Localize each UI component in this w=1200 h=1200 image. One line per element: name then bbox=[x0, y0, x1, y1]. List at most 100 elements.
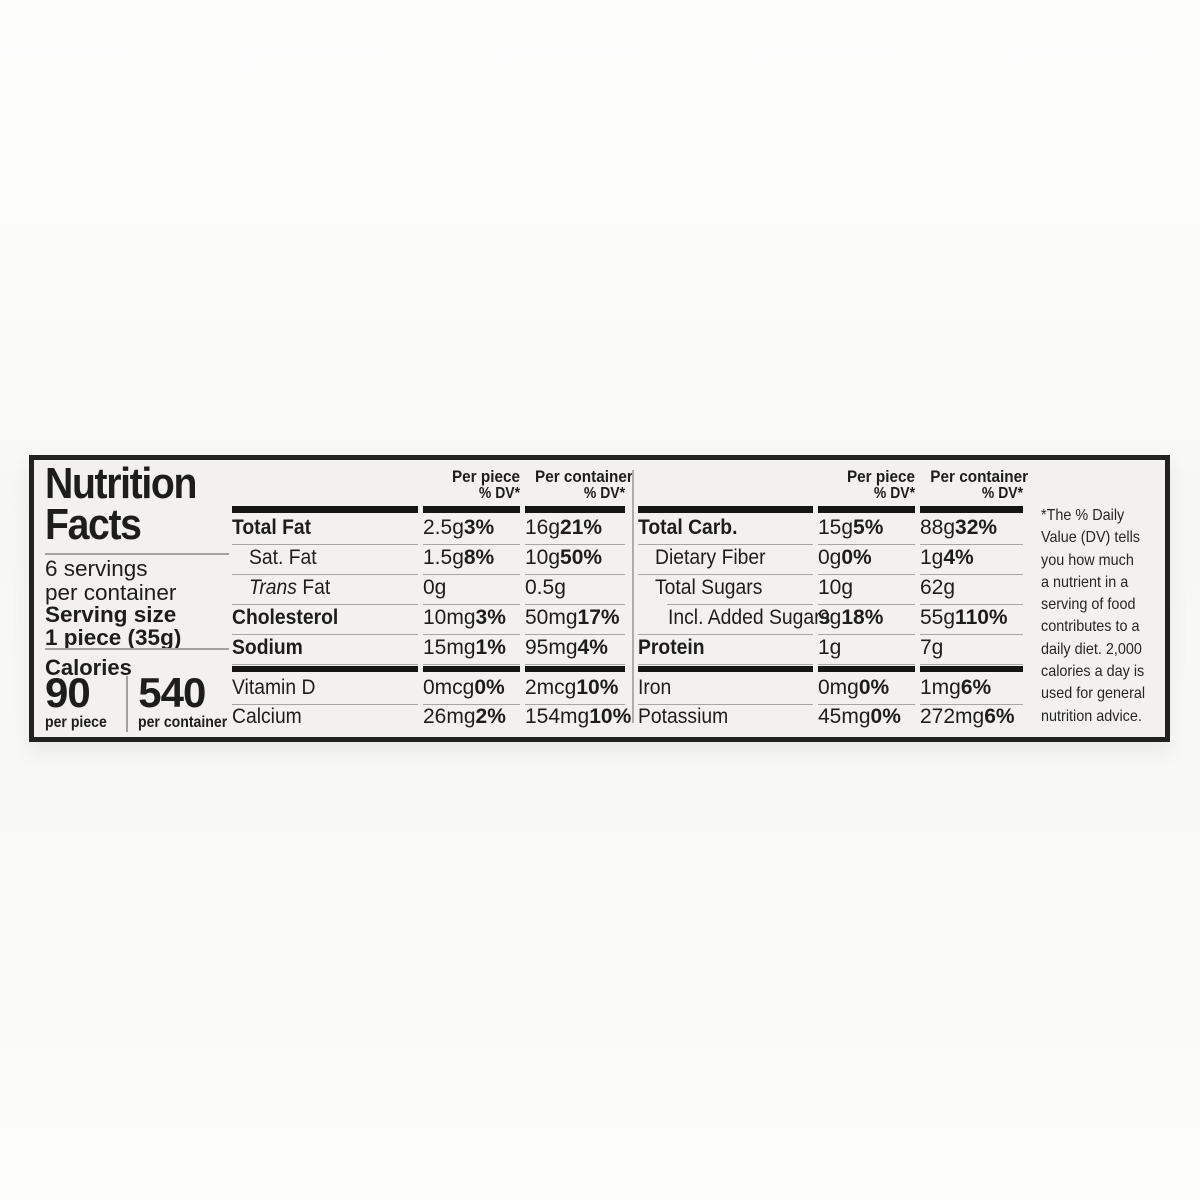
calories-per-container-value: 540 bbox=[138, 669, 206, 716]
table-divider-line bbox=[632, 470, 634, 723]
title-line-1: Nutrition bbox=[45, 459, 197, 508]
per-piece-cell: 1.5g8% bbox=[423, 543, 520, 575]
per-piece-cell: 15g5% bbox=[818, 513, 915, 545]
nutrient-row-cholesterol: Cholesterol 10mg3% 50mg17% bbox=[232, 603, 625, 635]
per-piece-cell: 2.5g3% bbox=[423, 513, 520, 545]
per-piece-cell: 15mg1% bbox=[423, 633, 520, 665]
serving-size: Serving size 1 piece (35g) bbox=[45, 603, 181, 649]
daily-value-footnote: *The % Daily Value (DV) tells you how mu… bbox=[1041, 505, 1157, 728]
nutrient-name: Potassium bbox=[638, 705, 729, 728]
footnote-line: contributes to a bbox=[1041, 618, 1140, 636]
servings-count: 6 servings bbox=[45, 556, 148, 581]
nutrition-facts-label: Nutrition Facts 6 servings per container… bbox=[29, 455, 1170, 742]
nutrient-row-potassium: Potassium 45mg0% 272mg6% bbox=[638, 703, 1023, 732]
per-piece-cell: 0g0% bbox=[818, 543, 915, 575]
footnote-line: *The % Daily bbox=[1041, 507, 1125, 524]
nutrient-row-dietary-fiber: Dietary Fiber 0g0% 1g4% bbox=[638, 543, 1023, 575]
divider-line bbox=[45, 553, 229, 555]
nutrient-name: Vitamin D bbox=[232, 674, 418, 705]
per-container-cell: 88g32% bbox=[920, 513, 1023, 545]
nutrient-row-total-sugars: Total Sugars 10g 62g bbox=[638, 573, 1023, 605]
per-container-cell: 50mg17% bbox=[525, 603, 625, 635]
per-piece-cell: 0mg0% bbox=[818, 674, 915, 705]
per-piece-cell: 0mcg0% bbox=[423, 674, 520, 705]
nutrient-name: Total Carb. bbox=[638, 513, 813, 545]
nutrient-row-sat-fat: Sat. Fat 1.5g8% 10g50% bbox=[232, 543, 625, 575]
nutrient-name: Iron bbox=[638, 674, 813, 705]
nutrient-row-vitamin-d: Vitamin D 0mcg0% 2mcg10% bbox=[232, 674, 625, 705]
nutrition-facts-title: Nutrition Facts bbox=[45, 459, 215, 549]
per-container-cell: 62g bbox=[920, 573, 1023, 605]
per-piece-cell: 1g bbox=[818, 633, 915, 665]
calories-values: 90 per piece 540 per container bbox=[45, 669, 240, 732]
footnote-line: used for general bbox=[1041, 685, 1146, 703]
per-container-cell: 272mg6% bbox=[920, 705, 1015, 728]
per-piece-header: Per piece % DV* bbox=[846, 467, 915, 502]
per-container-cell: 154mg10% bbox=[525, 705, 632, 728]
footnote-line: nutrition advice. bbox=[1041, 707, 1142, 725]
nutrient-name: Protein bbox=[638, 633, 813, 665]
serving-size-label: Serving size bbox=[45, 602, 177, 627]
nutrient-name: Total Fat bbox=[232, 513, 418, 545]
footnote-line: daily diet. 2,000 bbox=[1041, 640, 1142, 658]
nutrient-name: Total Sugars bbox=[638, 573, 813, 605]
nutrient-name: Cholesterol bbox=[232, 603, 418, 635]
calories-per-piece-value: 90 bbox=[45, 669, 91, 716]
per-container-cell: 10g50% bbox=[525, 543, 625, 575]
per-piece-cell: 10mg3% bbox=[423, 603, 520, 635]
medium-bar-row bbox=[232, 663, 625, 674]
thick-bar-row bbox=[232, 506, 625, 513]
fat-table-header: Per piece % DV* Per container % DV* bbox=[232, 460, 633, 506]
footnote-line: serving of food bbox=[1041, 596, 1136, 614]
per-container-cell: 7g bbox=[920, 633, 1023, 665]
carb-table-header: Per piece % DV* Per container % DV* bbox=[638, 460, 1029, 506]
per-piece-cell: 45mg0% bbox=[818, 705, 901, 728]
per-piece-cell: 10g bbox=[818, 573, 915, 605]
per-piece-cell: 0g bbox=[423, 573, 520, 605]
nutrient-row-protein: Protein 1g 7g bbox=[638, 633, 1023, 665]
per-container-cell: 95mg4% bbox=[525, 633, 625, 665]
servings-per-container: 6 servings per container bbox=[45, 557, 176, 604]
thick-bar-row bbox=[638, 506, 1023, 513]
serving-size-value: 1 piece (35g) bbox=[45, 625, 182, 650]
nutrient-name: Trans Fat bbox=[232, 573, 418, 605]
per-container-cell: 0.5g bbox=[525, 573, 625, 605]
nutrient-name: Dietary Fiber bbox=[638, 543, 813, 575]
nutrient-row-total-carb: Total Carb. 15g5% 88g32% bbox=[638, 513, 1023, 545]
carb-table: Per piece % DV* Per container % DV* Tota… bbox=[638, 460, 1029, 732]
calories-per-piece-block: 90 per piece bbox=[45, 669, 115, 732]
calories-per-piece-caption: per piece bbox=[45, 714, 107, 731]
title-line-2: Facts bbox=[45, 500, 142, 549]
calories-per-container-caption: per container bbox=[138, 714, 228, 731]
nutrient-row-trans-fat: Trans Fat 0g 0.5g bbox=[232, 573, 625, 605]
calories-label: Calories bbox=[45, 655, 132, 680]
per-container-cell: 2mcg10% bbox=[525, 674, 625, 705]
nutrient-name: Calcium bbox=[232, 705, 302, 728]
footnote-line: you how much bbox=[1041, 551, 1134, 569]
medium-bar-row bbox=[638, 663, 1023, 674]
fat-table: Per piece % DV* Per container % DV* Tota… bbox=[232, 460, 633, 732]
per-container-header: Per container % DV* bbox=[535, 467, 633, 502]
nutrient-row-added-sugars: Incl. Added Sugars 9g18% 55g110% bbox=[638, 603, 1023, 635]
per-container-cell: 1mg6% bbox=[920, 674, 1023, 705]
nutrient-name: Sodium bbox=[232, 633, 418, 665]
per-piece-cell: 26mg2% bbox=[423, 705, 506, 728]
per-piece-header: Per piece % DV* bbox=[451, 467, 520, 502]
nutrient-name: Incl. Added Sugars bbox=[638, 603, 830, 635]
nutrient-row-calcium: Calcium 26mg2% 154mg10% bbox=[232, 703, 632, 732]
calories-per-container-block: 540 per container bbox=[126, 669, 239, 732]
nutrient-row-sodium: Sodium 15mg1% 95mg4% bbox=[232, 633, 625, 665]
nutrient-row-total-fat: Total Fat 2.5g3% 16g21% bbox=[232, 513, 625, 545]
divider-line bbox=[45, 648, 229, 650]
nutrient-name: Sat. Fat bbox=[232, 543, 418, 575]
per-container-cell: 55g110% bbox=[920, 603, 1023, 635]
footnote-line: Value (DV) tells bbox=[1041, 529, 1140, 547]
per-container-cell: 1g4% bbox=[920, 543, 1023, 575]
footnote-line: calories a day is bbox=[1041, 663, 1145, 681]
nutrient-row-iron: Iron 0mg0% 1mg6% bbox=[638, 674, 1023, 705]
per-container-header: Per container % DV* bbox=[930, 467, 1029, 502]
per-piece-cell: 9g18% bbox=[818, 603, 915, 635]
footnote-line: a nutrient in a bbox=[1041, 573, 1129, 591]
per-container-cell: 16g21% bbox=[525, 513, 625, 545]
